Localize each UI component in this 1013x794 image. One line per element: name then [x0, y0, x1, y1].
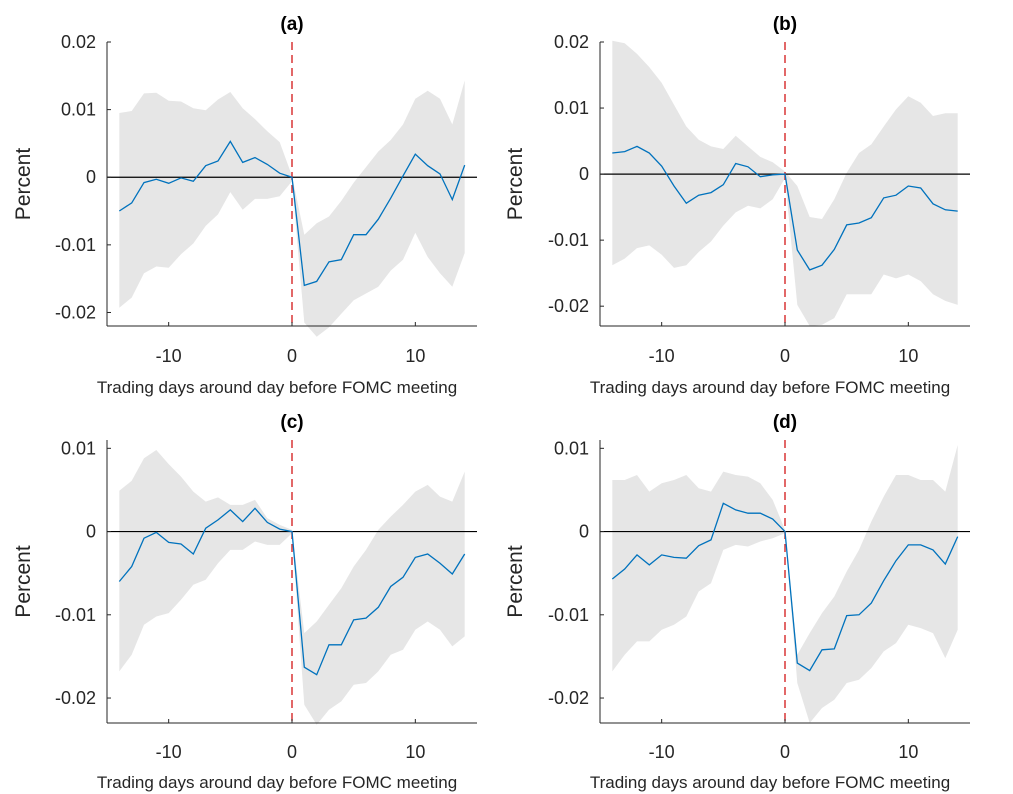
- x-axis-title: Trading days around day before FOMC meet…: [97, 773, 457, 792]
- y-tick-label: 0: [86, 167, 96, 187]
- confidence-band: [612, 445, 958, 723]
- series-line: [118, 507, 466, 676]
- y-axis-title: Percent: [12, 545, 35, 618]
- x-tick-label: -10: [649, 742, 675, 762]
- x-axis-title: Trading days around day before FOMC meet…: [590, 773, 950, 792]
- y-tick-label: 0.01: [554, 98, 589, 118]
- y-tick-label: 0.01: [61, 438, 96, 458]
- y-tick-label: -0.01: [548, 230, 589, 250]
- x-tick-label: 10: [405, 346, 425, 366]
- y-tick-label: -0.02: [55, 302, 96, 322]
- panel-title: (c): [280, 412, 303, 433]
- x-tick-label: 0: [287, 742, 297, 762]
- confidence-band: [119, 80, 465, 337]
- y-tick-label: -0.02: [548, 688, 589, 708]
- y-axis-title: Percent: [504, 545, 527, 618]
- panel-b: -0.02 -0.01 0 0.01 0.02 -10 0 10 (b) Trading days…: [504, 14, 970, 397]
- y-tick-label: -0.01: [548, 605, 589, 625]
- y-tick-label: 0: [579, 522, 589, 542]
- x-tick-label: -10: [156, 346, 182, 366]
- y-axis-title: Percent: [504, 148, 527, 221]
- x-tick-label: 10: [898, 346, 918, 366]
- panel-title: (d): [773, 412, 797, 433]
- x-tick-label: 0: [780, 742, 790, 762]
- y-axis-title: Percent: [12, 148, 35, 221]
- y-tick-label: 0.02: [61, 32, 96, 52]
- y-tick-label: 0.01: [61, 100, 96, 120]
- series-line: [612, 145, 958, 271]
- x-axis-title: Trading days around day before FOMC meet…: [590, 378, 950, 397]
- x-tick-label: 0: [780, 346, 790, 366]
- x-tick-label: 10: [898, 742, 918, 762]
- x-tick-label: -10: [156, 742, 182, 762]
- y-tick-label: 0: [579, 164, 589, 184]
- panel-d: -0.02 -0.01 0 0.01 -10 0 10 (d) Trading days aro…: [504, 412, 970, 792]
- y-tick-label: 0.02: [554, 32, 589, 52]
- panel-c: -0.02 -0.01 0 0.01 -10 0 10 (c) Trading days aro…: [12, 412, 477, 792]
- y-tick-label: -0.02: [548, 296, 589, 316]
- series-line: [611, 502, 959, 672]
- x-axis-title: Trading days around day before FOMC meet…: [97, 378, 457, 397]
- y-tick-label: -0.01: [55, 605, 96, 625]
- panel-title: (a): [280, 14, 303, 35]
- x-tick-label: -10: [649, 346, 675, 366]
- x-tick-label: 0: [287, 346, 297, 366]
- confidence-band: [612, 40, 958, 326]
- panel-title: (b): [773, 14, 797, 35]
- series-line: [118, 140, 466, 287]
- confidence-band: [119, 450, 465, 725]
- y-tick-label: 0: [86, 522, 96, 542]
- y-tick-label: -0.02: [55, 688, 96, 708]
- y-tick-label: 0.01: [554, 438, 589, 458]
- panel-a: -0.02 -0.01 0 0.01 0.02 -10 0 10 (a) Trading days…: [12, 14, 477, 397]
- y-tick-label: -0.01: [55, 235, 96, 255]
- x-tick-label: 10: [405, 742, 425, 762]
